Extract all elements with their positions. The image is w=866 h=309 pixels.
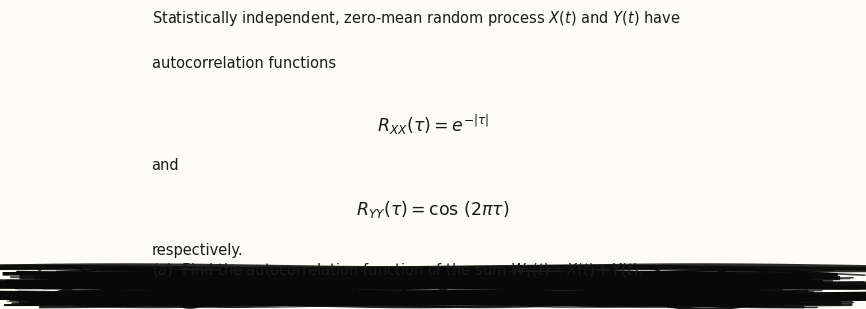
Text: respectively.: respectively. (152, 243, 243, 258)
Text: Statistically independent, zero-mean random process $X(t)$ and $Y(t)$ have: Statistically independent, zero-mean ran… (152, 9, 680, 28)
Text: and: and (152, 158, 179, 173)
Text: autocorrelation functions: autocorrelation functions (152, 56, 336, 71)
Text: $R_{XX}(\tau) = e^{-|\tau|}$: $R_{XX}(\tau) = e^{-|\tau|}$ (377, 113, 489, 137)
Text: $R_{YY}(\tau) = \cos\,(2\pi\tau)$: $R_{YY}(\tau) = \cos\,(2\pi\tau)$ (356, 199, 510, 220)
Text: $(a)$  Find the autocorrelation function of the sum $W_1(t) = X(t) + Y(t).$: $(a)$ Find the autocorrelation function … (152, 261, 643, 280)
